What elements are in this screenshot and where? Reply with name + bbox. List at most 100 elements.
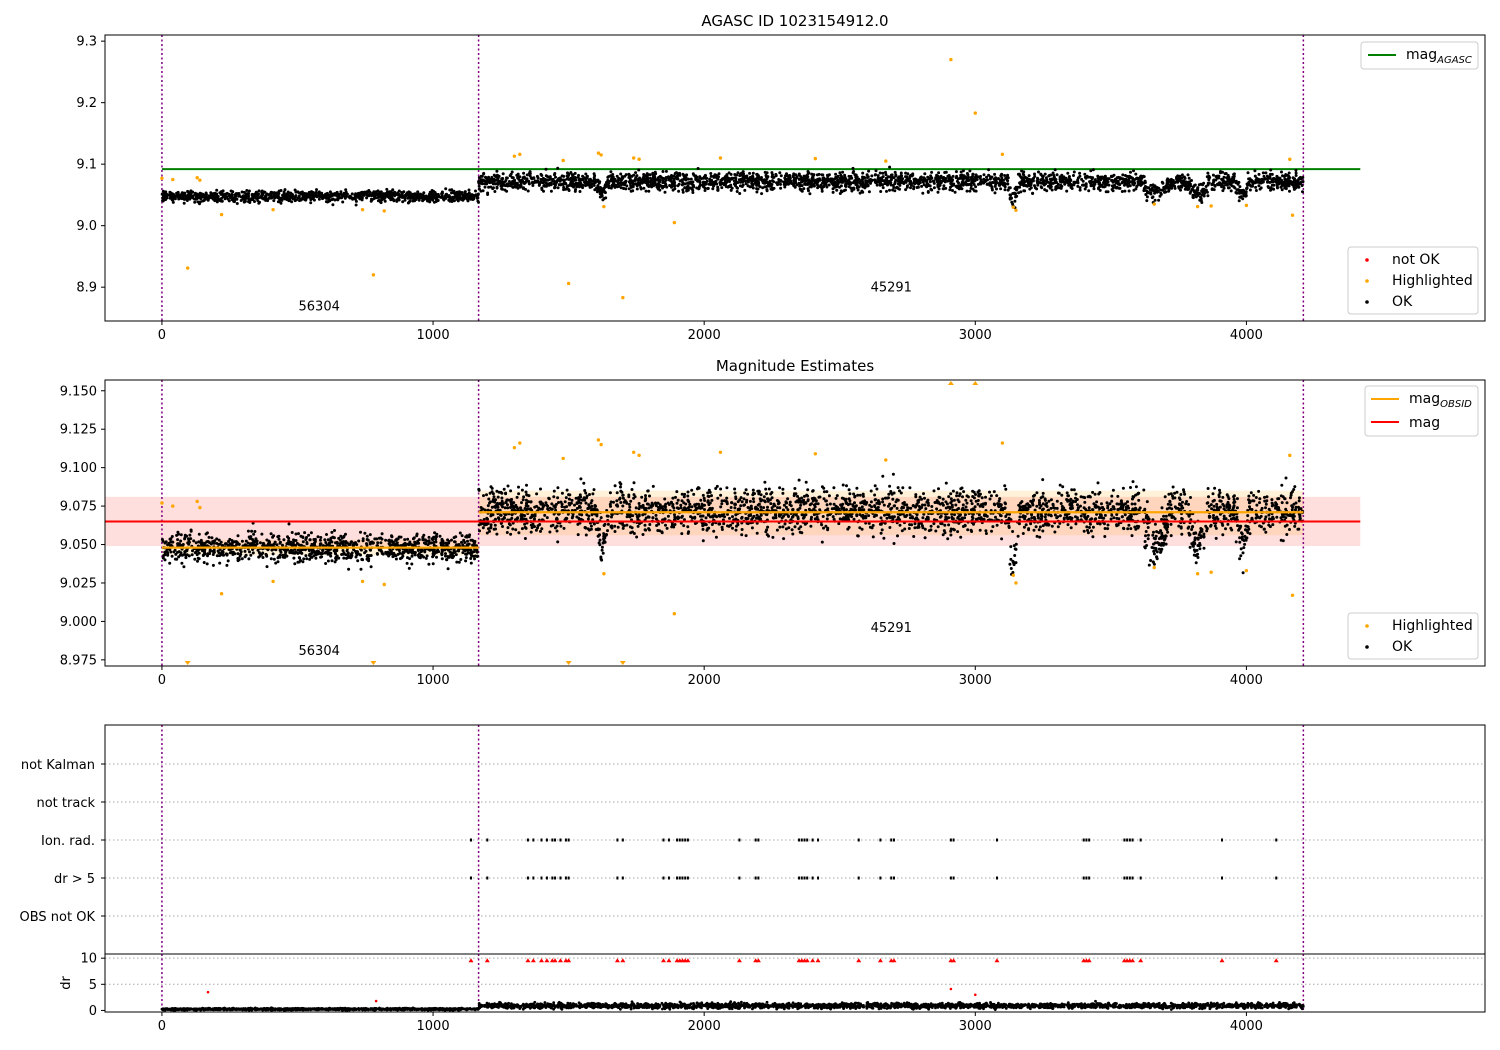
ok-point — [772, 186, 776, 190]
ok-point — [681, 188, 685, 192]
ok-point — [1069, 185, 1073, 189]
ok-point — [644, 189, 648, 193]
ok-point — [617, 176, 621, 180]
ok-point — [595, 190, 599, 194]
ok-point — [395, 541, 399, 545]
ok-point — [354, 203, 358, 207]
ok-point — [274, 193, 277, 197]
ok-point — [227, 193, 231, 197]
ok-point — [822, 176, 826, 180]
ok-point — [792, 184, 796, 188]
ok-point — [1103, 176, 1107, 180]
ok-point — [477, 176, 481, 180]
ok-point — [480, 174, 484, 178]
ok-point — [1006, 179, 1010, 183]
ok-point — [164, 550, 168, 553]
ok-point — [894, 174, 898, 178]
highlighted-point — [171, 177, 175, 182]
ok-point — [253, 530, 257, 533]
ok-point — [463, 193, 467, 197]
ok-point — [465, 197, 469, 201]
ok-point — [453, 540, 457, 544]
ok-point — [380, 552, 384, 556]
ok-point — [437, 195, 441, 199]
ok-point — [177, 542, 181, 546]
ok-point — [191, 549, 194, 553]
ok-point — [301, 540, 305, 544]
ok-point — [886, 175, 890, 179]
ok-point — [988, 183, 992, 187]
highlighted-point — [1014, 208, 1018, 212]
ok-point — [557, 183, 561, 187]
ok-point — [1177, 186, 1181, 189]
ok-point — [1029, 183, 1033, 187]
ok-point — [397, 535, 401, 539]
ok-point — [1036, 176, 1039, 180]
ok-point — [908, 182, 912, 186]
ok-point — [314, 190, 318, 194]
ok-point — [380, 537, 384, 541]
ok-point — [697, 187, 701, 191]
ok-point — [766, 175, 770, 179]
highlighted-point — [599, 153, 603, 157]
ok-point — [421, 535, 425, 539]
ok-point — [566, 187, 570, 191]
ok-point — [1002, 181, 1006, 185]
ok-point — [1133, 181, 1137, 185]
ok-point — [955, 185, 959, 189]
ok-point — [799, 188, 803, 191]
ok-point — [551, 179, 555, 182]
ok-point — [959, 186, 963, 190]
ok-point — [575, 185, 579, 189]
ok-point — [477, 200, 480, 204]
ok-point — [920, 184, 924, 188]
ok-point — [367, 559, 371, 563]
ok-point — [206, 554, 209, 558]
ok-point — [1098, 182, 1102, 186]
ok-point — [1047, 174, 1051, 178]
ok-point — [301, 560, 305, 564]
ok-point — [895, 185, 899, 189]
ok-point — [716, 177, 720, 181]
ok-point — [469, 561, 473, 565]
ok-point — [246, 196, 250, 200]
ok-point — [603, 191, 607, 195]
ok-point — [873, 180, 877, 184]
ok-point — [1072, 180, 1076, 184]
ok-point — [363, 531, 367, 535]
ok-point — [912, 185, 916, 189]
ok-point — [184, 554, 188, 557]
ok-point — [993, 191, 997, 195]
ok-point — [240, 557, 244, 561]
ok-point — [231, 190, 235, 194]
ok-point — [356, 552, 360, 556]
ok-point — [1211, 173, 1215, 177]
ok-point — [265, 538, 269, 542]
ok-point — [607, 184, 611, 188]
ok-point — [976, 175, 980, 179]
ok-point — [835, 176, 839, 180]
ok-point — [225, 563, 229, 567]
ok-point — [1081, 183, 1084, 187]
ok-point — [1235, 188, 1239, 192]
ok-point — [290, 200, 294, 204]
ok-point — [969, 186, 973, 190]
ok-point — [168, 561, 172, 565]
ok-point — [1230, 184, 1234, 188]
ok-point — [239, 199, 243, 202]
ok-point — [587, 180, 591, 184]
ok-point — [687, 177, 690, 181]
ok-point — [460, 540, 463, 544]
ok-point — [958, 176, 962, 180]
ok-point — [209, 542, 213, 546]
ok-point — [1173, 184, 1177, 188]
ok-point — [177, 197, 181, 201]
ok-point — [684, 186, 688, 190]
ok-point — [1003, 188, 1007, 192]
ok-point — [462, 538, 466, 542]
ok-point — [350, 551, 354, 555]
ok-point — [351, 543, 355, 547]
ok-point — [1176, 175, 1180, 179]
ok-point — [779, 186, 783, 190]
ok-point — [304, 554, 308, 558]
